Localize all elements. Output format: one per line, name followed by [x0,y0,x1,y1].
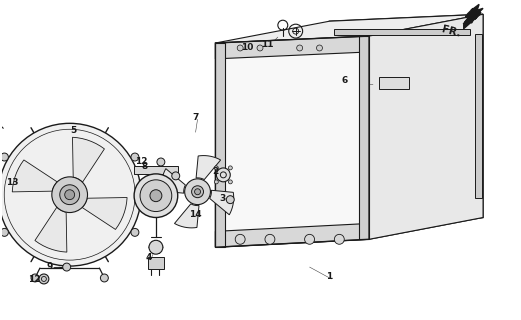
Circle shape [296,45,303,51]
Text: 7: 7 [192,113,199,122]
Polygon shape [13,160,57,192]
Bar [134,166,178,174]
Circle shape [194,189,201,195]
Circle shape [65,190,75,200]
Bar [148,257,164,269]
Polygon shape [82,197,127,229]
Circle shape [235,234,245,244]
Polygon shape [35,207,67,252]
Circle shape [334,234,344,244]
Text: 11: 11 [260,39,273,49]
Circle shape [265,234,275,244]
Polygon shape [369,14,483,239]
Circle shape [0,123,141,266]
Text: 2: 2 [212,167,218,176]
Circle shape [140,180,172,212]
Polygon shape [196,156,220,180]
Text: 12: 12 [135,157,147,166]
Polygon shape [215,14,483,43]
Text: 8: 8 [142,163,148,172]
Circle shape [305,234,315,244]
Text: 3: 3 [219,194,226,203]
Polygon shape [215,36,369,59]
Text: 6: 6 [341,76,348,85]
Circle shape [226,196,234,204]
Text: FR.: FR. [441,24,462,38]
Circle shape [1,228,8,236]
Circle shape [228,180,232,184]
Text: 14: 14 [189,210,202,219]
Polygon shape [329,14,483,225]
Circle shape [149,240,163,254]
Polygon shape [215,218,483,247]
Circle shape [237,45,243,51]
Circle shape [184,179,210,204]
Circle shape [214,166,218,170]
Text: 10: 10 [241,44,253,52]
Polygon shape [215,43,225,247]
Text: 4: 4 [146,253,152,262]
Polygon shape [359,36,369,239]
Polygon shape [215,36,369,247]
Circle shape [63,263,71,271]
Circle shape [131,153,139,161]
Circle shape [131,228,139,236]
Polygon shape [162,169,185,193]
Circle shape [228,166,232,170]
Circle shape [52,177,88,212]
Circle shape [172,172,180,180]
Polygon shape [215,223,369,247]
Circle shape [31,274,39,282]
Text: 9: 9 [47,261,53,271]
Bar [475,34,482,198]
Circle shape [150,190,162,202]
Polygon shape [175,204,199,228]
Circle shape [60,185,80,204]
Polygon shape [463,4,483,24]
Circle shape [134,174,178,218]
Text: 1: 1 [326,272,332,282]
Circle shape [257,45,263,51]
Circle shape [1,153,8,161]
Circle shape [214,180,218,184]
Circle shape [317,45,322,51]
Text: 5: 5 [70,126,77,135]
Circle shape [192,186,204,198]
Polygon shape [209,190,234,215]
Bar [334,29,470,35]
Circle shape [157,158,165,166]
Circle shape [101,274,108,282]
Circle shape [216,168,230,182]
Text: 12: 12 [28,276,40,284]
Bar [379,77,408,89]
Polygon shape [72,137,104,182]
Text: 13: 13 [6,178,18,187]
Circle shape [39,274,49,284]
